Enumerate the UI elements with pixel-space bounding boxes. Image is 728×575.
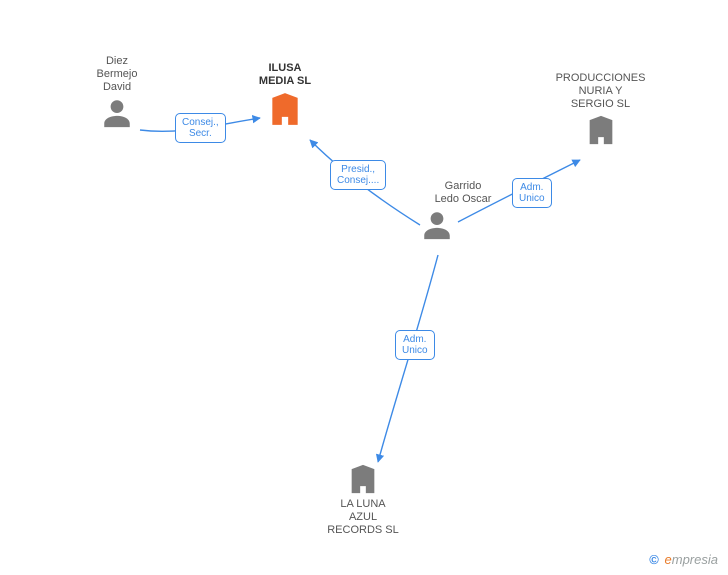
building-icon <box>584 113 618 147</box>
node-person-diez[interactable]: Diez Bermejo David <box>85 55 149 130</box>
brand-first-letter: e <box>665 552 672 567</box>
edge-label-consej-secr: Consej., Secr. <box>175 113 226 143</box>
node-company-producciones[interactable]: PRODUCCIONES NURIA Y SERGIO SL <box>548 72 653 147</box>
edge-label-adm-unico-1: Adm. Unico <box>512 178 552 208</box>
node-label: PRODUCCIONES NURIA Y SERGIO SL <box>548 72 653 111</box>
node-company-ilusa[interactable]: ILUSA MEDIA SL <box>250 62 320 128</box>
node-person-garrido[interactable]: Garrido Ledo Oscar <box>408 180 498 242</box>
building-icon <box>266 90 304 128</box>
edge-label-presid-consej: Presid., Consej.... <box>330 160 386 190</box>
person-icon <box>420 208 454 242</box>
node-label: Diez Bermejo David <box>85 55 149 94</box>
node-label: LA LUNA AZUL RECORDS SL <box>320 498 406 537</box>
node-company-laluna[interactable]: LA LUNA AZUL RECORDS SL <box>320 460 406 537</box>
brand-rest: mpresia <box>672 552 718 567</box>
node-label: Garrido Ledo Oscar <box>428 180 498 206</box>
person-icon <box>100 96 134 130</box>
copyright-symbol: © <box>649 552 659 567</box>
diagram-canvas: Diez Bermejo David ILUSA MEDIA SL PRODUC… <box>0 0 728 575</box>
edge-label-adm-unico-2: Adm. Unico <box>395 330 435 360</box>
node-label: ILUSA MEDIA SL <box>250 62 320 88</box>
building-icon <box>346 462 380 496</box>
credit-watermark: © empresia <box>649 552 718 567</box>
